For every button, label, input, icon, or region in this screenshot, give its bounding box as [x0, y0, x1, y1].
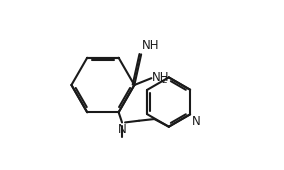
- Text: NH: NH: [142, 39, 160, 52]
- Text: NH: NH: [152, 71, 169, 84]
- Text: 2: 2: [162, 76, 167, 85]
- Text: N: N: [118, 123, 126, 136]
- Text: N: N: [191, 115, 200, 128]
